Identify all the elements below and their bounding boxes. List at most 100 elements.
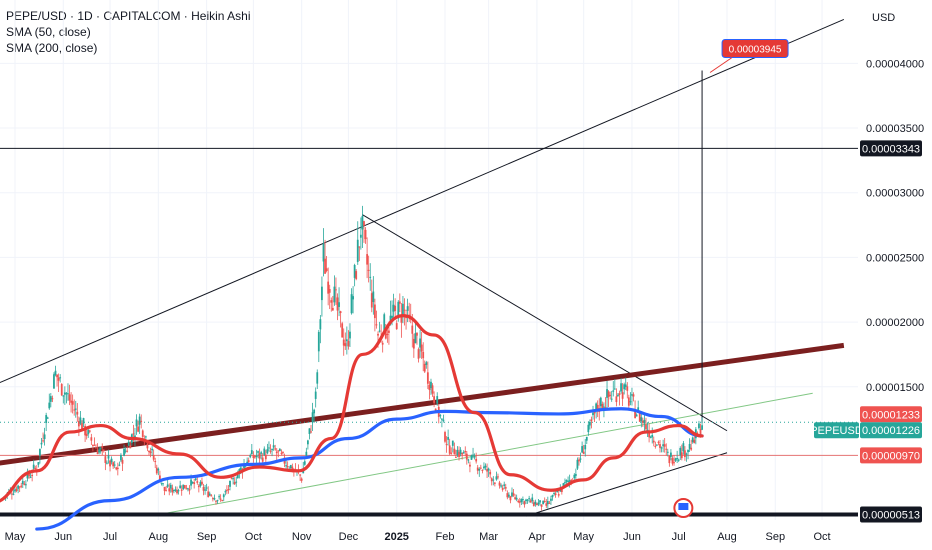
- candle-body: [665, 448, 668, 450]
- candle-body: [651, 435, 654, 438]
- candle-body: [342, 339, 345, 346]
- candle-body: [657, 441, 660, 443]
- candle-body: [595, 403, 598, 410]
- candle-body: [567, 480, 569, 482]
- descending-resistance-line: [362, 214, 728, 432]
- candle-body: [79, 417, 82, 424]
- candle-body: [87, 429, 90, 435]
- candle-body: [691, 437, 694, 443]
- candle-body: [670, 452, 672, 457]
- candle-body: [345, 339, 348, 342]
- price-tags: 0.00003343 0.00001233 PEPEUSD 0.00001226 0.0…: [673, 38, 922, 523]
- candle-body: [581, 446, 584, 453]
- candle-body: [222, 494, 225, 498]
- x-tick-label: Oct: [245, 531, 262, 543]
- candle-body: [684, 450, 686, 458]
- price-tag: [860, 406, 922, 423]
- candle-body: [637, 407, 640, 410]
- candle-body: [129, 445, 132, 449]
- candle-body: [613, 388, 616, 390]
- candle-body: [411, 325, 414, 334]
- candle-body: [447, 437, 450, 440]
- candle-body: [188, 489, 191, 491]
- candle-body: [495, 476, 498, 480]
- candle-body: [426, 372, 429, 384]
- candle-body: [574, 474, 577, 476]
- candle-body: [263, 448, 266, 455]
- candle-body: [314, 391, 317, 399]
- candle-body: [196, 481, 199, 483]
- candle-body: [448, 445, 451, 454]
- candle-body: [640, 417, 643, 422]
- candle-body: [518, 501, 521, 503]
- candle-body: [42, 440, 44, 442]
- candle-body: [126, 450, 129, 452]
- candle-body: [154, 461, 157, 463]
- candle-body: [395, 323, 398, 330]
- x-tick-label: Nov: [292, 531, 312, 543]
- x-tick-label: Mar: [479, 531, 498, 543]
- candle-body: [110, 458, 113, 463]
- target-pointer: [709, 57, 733, 73]
- candle-body: [467, 459, 470, 461]
- candle-body: [112, 462, 115, 467]
- candle-body: [425, 362, 428, 365]
- candle-body: [475, 458, 478, 462]
- candle-body: [381, 342, 384, 345]
- candle-body: [316, 372, 319, 384]
- candle-body: [490, 478, 493, 482]
- candle-body: [95, 447, 97, 449]
- price-tag-label: PEPEUSD: [810, 425, 863, 437]
- candle-body: [553, 493, 555, 495]
- candle-body: [107, 455, 110, 459]
- candle-body: [29, 476, 32, 478]
- candle-body: [171, 487, 174, 493]
- candle-body: [641, 420, 644, 423]
- candle-body: [584, 444, 587, 450]
- price-tag: [860, 447, 922, 464]
- candle-body: [402, 303, 404, 318]
- candle-body: [536, 503, 538, 506]
- candle-body: [459, 449, 462, 455]
- candle-body: [587, 424, 590, 433]
- candle-body: [109, 460, 111, 467]
- candle-body: [406, 306, 409, 311]
- candle-body: [116, 467, 119, 470]
- candle-body: [687, 449, 689, 453]
- candle-body: [621, 392, 624, 399]
- candle-body: [280, 452, 283, 454]
- candle-body: [680, 452, 683, 459]
- candle-body: [649, 436, 652, 438]
- candle-body: [330, 300, 333, 303]
- candle-body: [98, 449, 101, 453]
- candle-body: [453, 448, 456, 455]
- candle-body: [93, 444, 96, 446]
- candle-body: [550, 498, 552, 501]
- candle-body: [134, 435, 136, 438]
- candle-body: [215, 500, 217, 502]
- candle-body: [132, 433, 135, 435]
- candle-body: [372, 291, 375, 303]
- candle-body: [53, 374, 55, 389]
- grid-layer: [0, 0, 858, 520]
- candle-body: [367, 269, 370, 271]
- candle-body: [300, 478, 303, 481]
- candle-body: [227, 489, 230, 491]
- candle-body: [478, 468, 481, 471]
- candle-body: [210, 495, 213, 497]
- candle-body: [14, 489, 16, 492]
- candle-body: [394, 305, 397, 311]
- candle-body: [155, 467, 158, 474]
- candle-body: [54, 370, 57, 376]
- x-tick-label: 2025: [384, 531, 408, 543]
- candle-body: [317, 331, 320, 352]
- candle-body: [221, 500, 224, 502]
- candle-body: [610, 398, 613, 400]
- candle-body: [573, 474, 576, 478]
- price-tag-label: 0.00000970: [862, 450, 920, 462]
- candle-body: [146, 443, 149, 449]
- candle-body: [596, 404, 599, 409]
- candle-body: [592, 412, 594, 416]
- candle-body: [199, 481, 202, 486]
